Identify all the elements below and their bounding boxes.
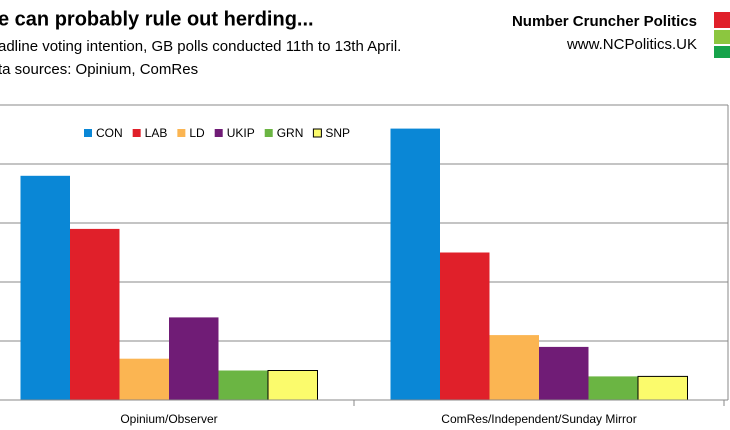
brand-url: www.NCPolitics.UK [566, 36, 697, 53]
legend-label: SNP [325, 126, 350, 140]
subtitle: ta sources: Opinium, ComRes [0, 61, 198, 78]
x-tick-label: ComRes/Independent/Sunday Mirror [441, 412, 636, 426]
legend-swatch [214, 129, 223, 137]
legend-swatch [264, 129, 273, 137]
chart-title: e can probably rule out herding... [0, 8, 314, 30]
bar [20, 175, 70, 400]
bar [489, 335, 539, 400]
logo [714, 12, 730, 58]
bar [267, 370, 318, 401]
bar [588, 376, 638, 400]
bar [70, 228, 120, 400]
legend-label: LAB [145, 126, 168, 140]
bar [390, 128, 440, 400]
x-tick-label: Opinium/Observer [120, 412, 217, 426]
subtitle: adline voting intention, GB polls conduc… [0, 38, 401, 55]
bar [169, 317, 219, 400]
bar [119, 358, 169, 400]
bar [539, 346, 589, 400]
brand-name: Number Cruncher Politics [512, 13, 697, 30]
legend-label: GRN [277, 126, 304, 140]
bar [218, 370, 268, 400]
bar [637, 375, 688, 401]
legend-swatch [312, 128, 322, 138]
legend-swatch [84, 129, 92, 137]
legend-label: CON [96, 126, 123, 140]
bar [440, 252, 490, 400]
legend-swatch [132, 129, 141, 137]
legend-swatch [177, 129, 186, 137]
legend-label: UKIP [227, 126, 255, 140]
legend-label: LD [189, 126, 205, 140]
